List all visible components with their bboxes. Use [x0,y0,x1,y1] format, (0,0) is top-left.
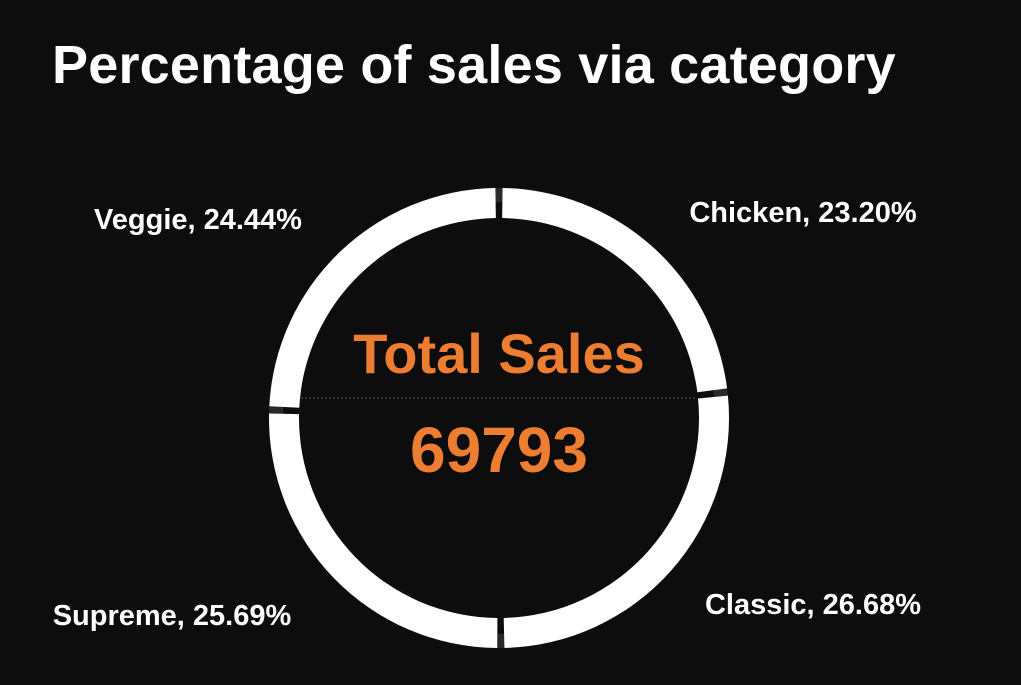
slice-classic [503,395,729,648]
slice-labels-group: Chicken, 23.20% Classic, 26.68% Supreme, 2… [53,197,922,632]
slice-veggie [269,188,496,408]
slices-group [269,188,729,648]
chart-title: Percentage of sales via category [52,35,896,95]
slice-supreme [269,413,498,648]
slice-label-chicken: Chicken, 23.20% [689,197,916,229]
slice-chicken [502,188,728,393]
center-value: 69793 [410,414,588,486]
center-title: Total Sales [353,322,645,385]
slice-label-supreme: Supreme, 25.69% [53,600,292,632]
slice-label-veggie: Veggie, 24.44% [94,204,302,236]
slice-label-classic: Classic, 26.68% [705,589,921,621]
